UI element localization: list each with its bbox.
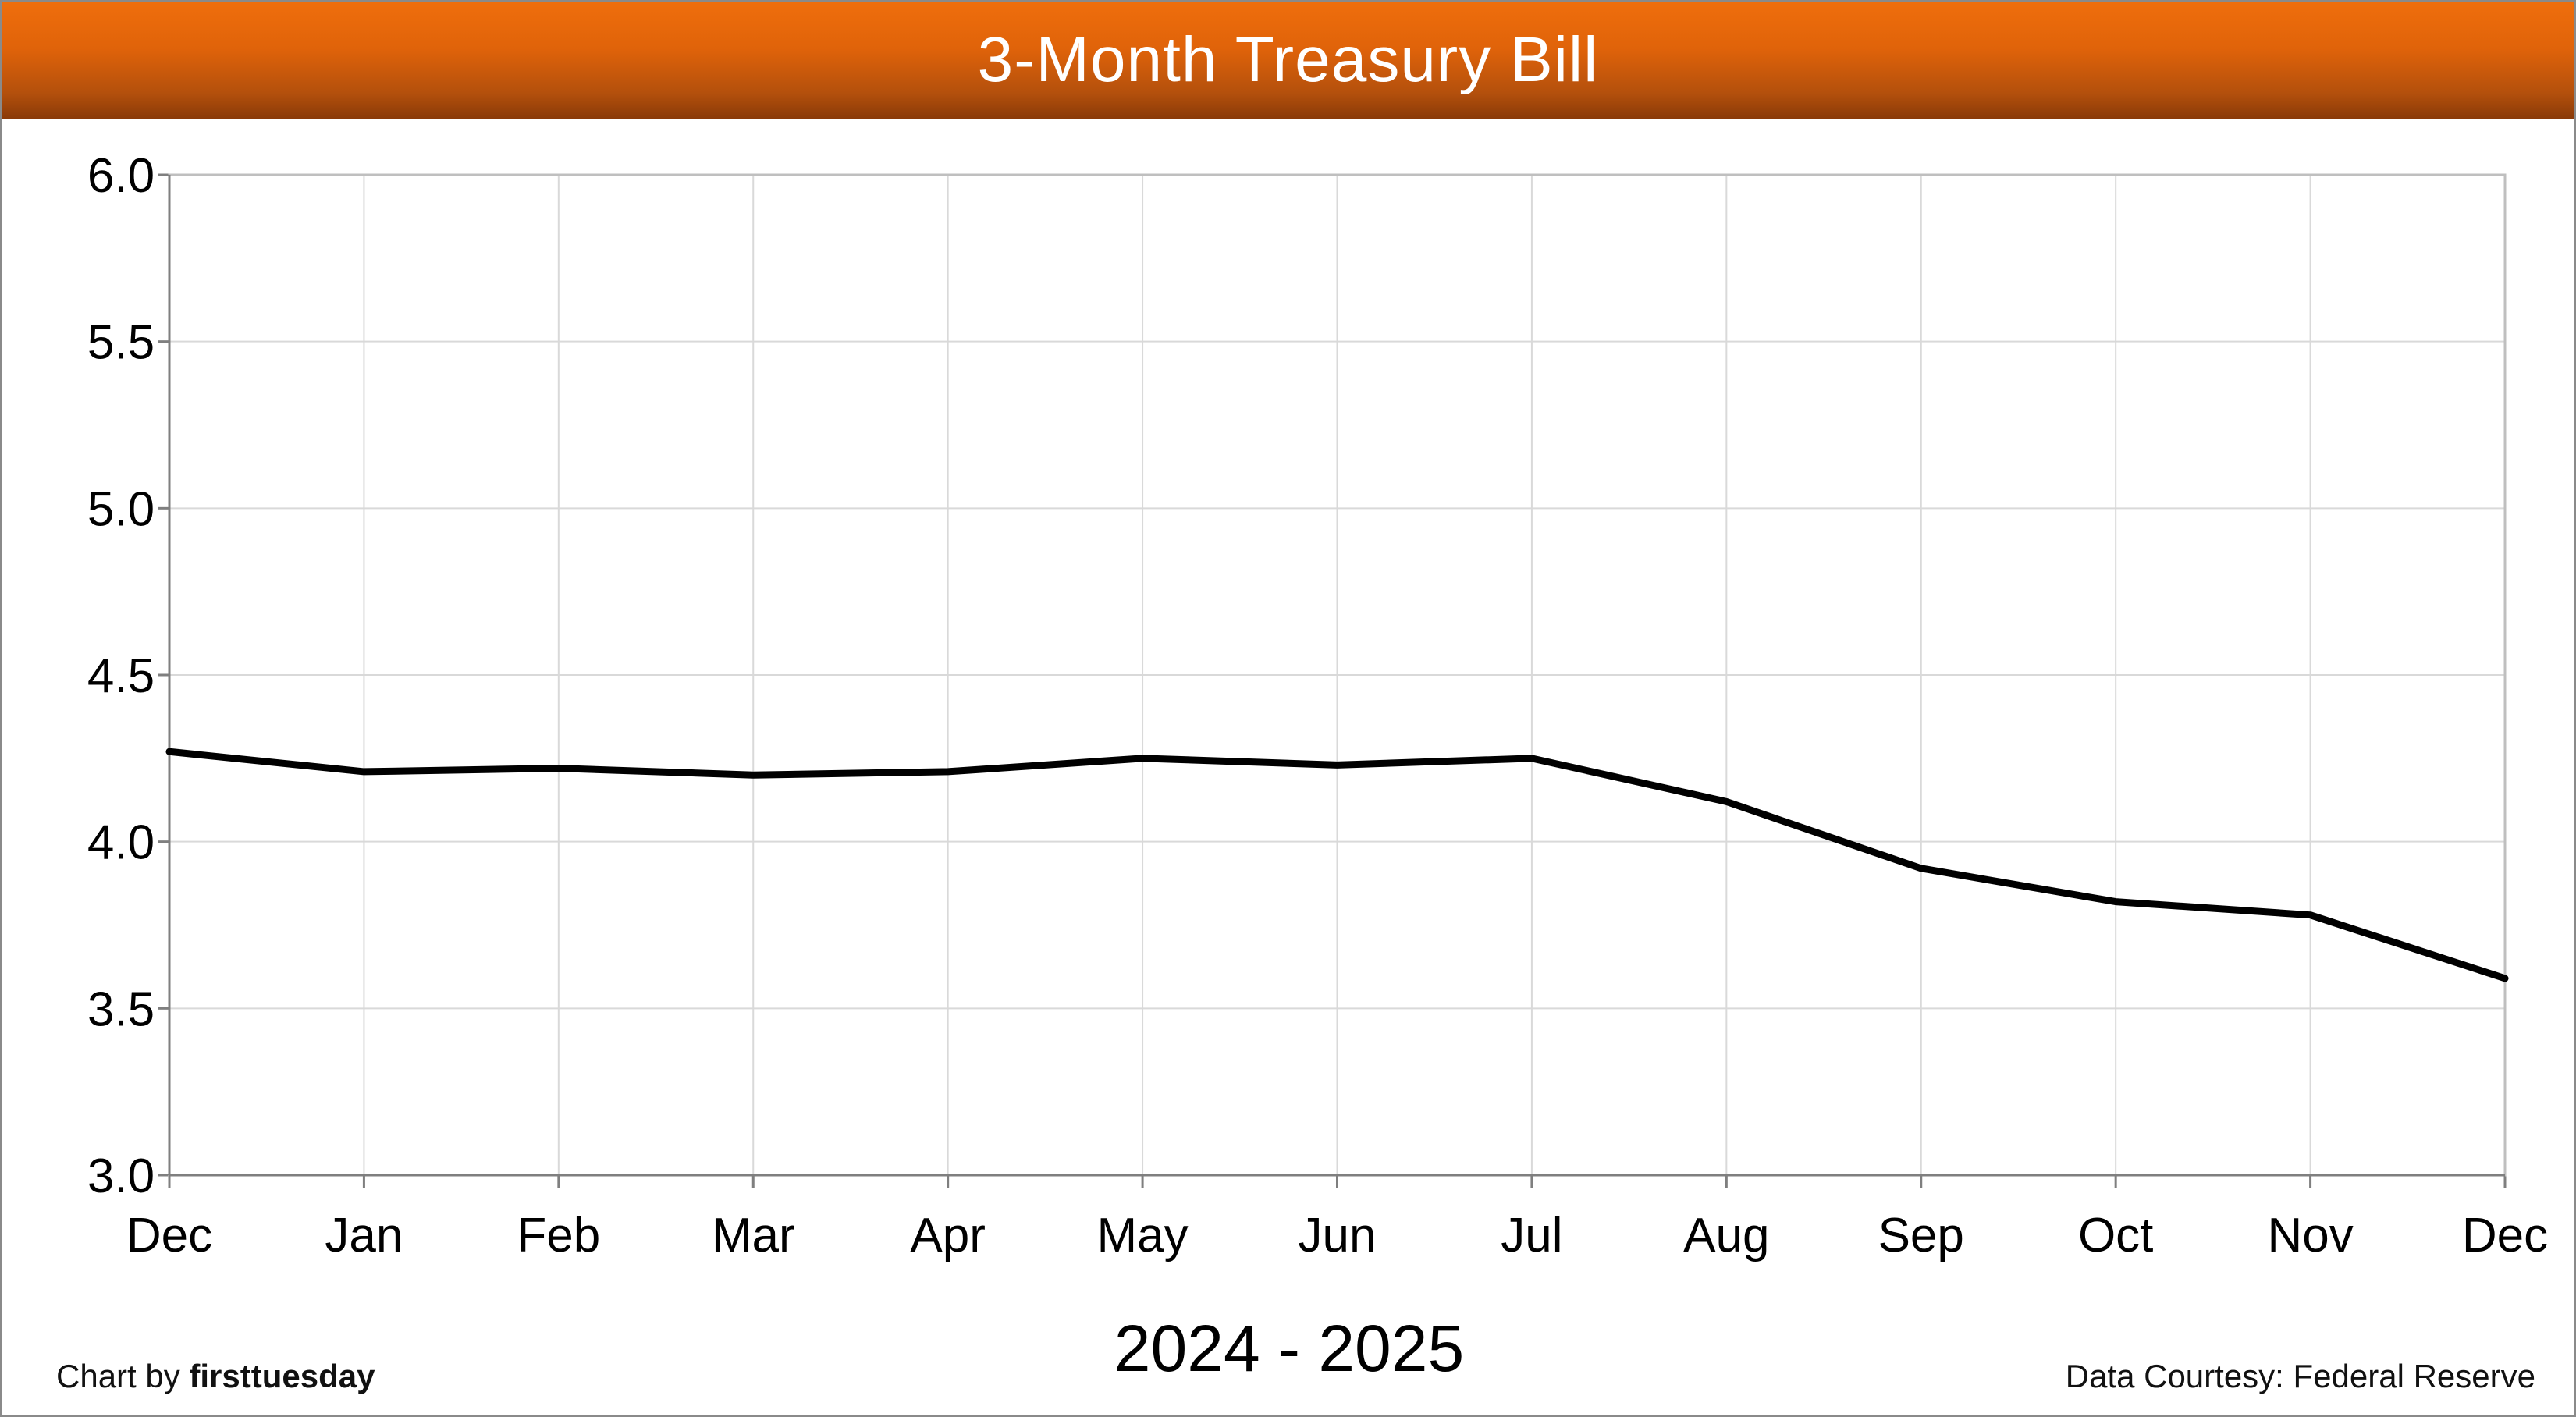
credit-brand: firsttuesday xyxy=(189,1358,375,1394)
y-tick-label: 3.0 xyxy=(87,1149,155,1203)
x-tick-label: Jul xyxy=(1501,1209,1562,1263)
y-tick-label: 6.0 xyxy=(87,149,155,203)
chart-credit: Chart by firsttuesday xyxy=(56,1358,375,1395)
x-tick-label: Nov xyxy=(2267,1209,2353,1263)
x-tick-label: Jan xyxy=(325,1209,403,1263)
series-line xyxy=(165,748,2509,982)
x-tick-label: Dec xyxy=(126,1209,212,1263)
y-tick-label: 4.0 xyxy=(87,816,155,870)
x-tick-label: Feb xyxy=(517,1209,600,1263)
x-tick-label: Jun xyxy=(1299,1209,1377,1263)
x-tick-label: Oct xyxy=(2078,1209,2153,1263)
x-tick-label: Apr xyxy=(910,1209,985,1263)
y-tick-label: 5.5 xyxy=(87,316,155,370)
title-banner: 3-Month Treasury Bill xyxy=(2,2,2574,119)
y-tick-label: 4.5 xyxy=(87,649,155,703)
series-layer xyxy=(165,748,2509,982)
x-tick-label: Aug xyxy=(1683,1209,1769,1263)
x-tick-label: Dec xyxy=(2462,1209,2548,1263)
x-tick-label: Sep xyxy=(1878,1209,1964,1263)
chart-title: 3-Month Treasury Bill xyxy=(977,24,1599,95)
axes xyxy=(158,173,2507,1188)
tick-labels: 3.0 3.5 4.0 4.5 5.0 5.5 6.0 Dec Jan Feb Mar Apr May J… xyxy=(87,149,2548,1263)
credit-prefix: Chart by xyxy=(56,1358,190,1394)
data-source: Data Courtesy: Federal Reserve xyxy=(2065,1358,2535,1394)
y-tick-label: 5.0 xyxy=(87,482,155,536)
y-tick-label: 3.5 xyxy=(87,982,155,1036)
grid-lines xyxy=(169,174,2506,1176)
x-tick-label: Mar xyxy=(712,1209,795,1263)
x-axis-title: 2024 - 2025 xyxy=(1114,1312,1464,1385)
x-tick-label: May xyxy=(1097,1209,1189,1263)
